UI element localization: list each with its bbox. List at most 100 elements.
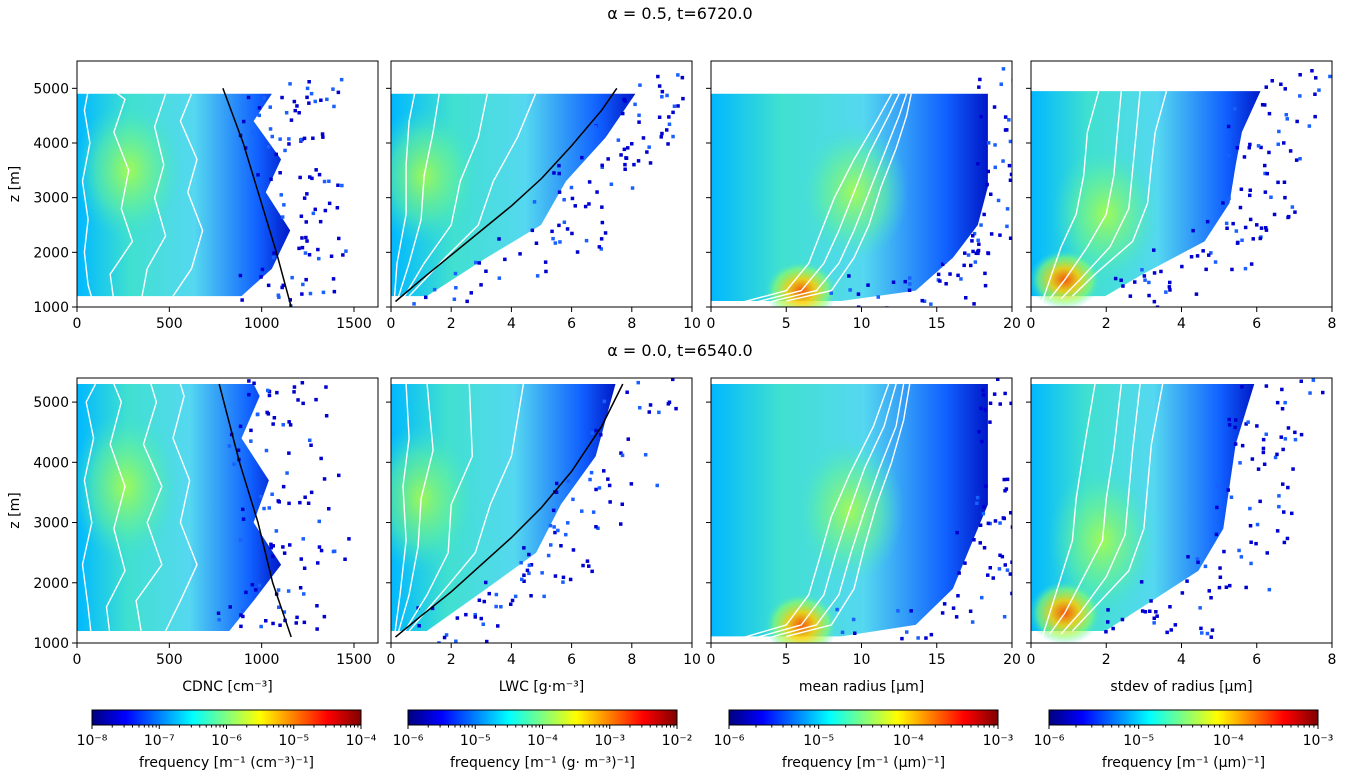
heatmap-cell [992, 392, 997, 396]
heatmap-cell [1272, 212, 1277, 217]
heatmap-cell [1267, 587, 1272, 592]
heatmap-cell [302, 566, 307, 570]
heatmap-cell [957, 571, 961, 575]
heatmap-cell [942, 602, 947, 606]
x-tick-label: 4 [1177, 652, 1186, 668]
heatmap-cell [956, 594, 960, 598]
heatmap-cell [585, 559, 590, 563]
x-tick-label: 5 [782, 652, 791, 668]
heatmap-cell [1189, 255, 1194, 259]
heatmap-cell [1299, 379, 1303, 383]
heatmap-cell [938, 279, 942, 283]
heatmap-cell [1185, 579, 1189, 583]
heatmap-cell [535, 274, 540, 278]
colorbar-tick-label: 10⁻⁴ [346, 733, 377, 749]
heatmap-cell [247, 392, 251, 397]
x-tick-label: 10 [683, 652, 701, 668]
heatmap-cell [581, 563, 585, 568]
heatmap-cell [259, 624, 263, 629]
heatmap-cell [249, 428, 253, 433]
heatmap-cell [1314, 76, 1318, 80]
heatmap-cell [1233, 425, 1237, 430]
heatmap-cell [1167, 285, 1172, 289]
x-tick-label: 10 [853, 316, 871, 332]
y-tick-label: 1000 [33, 636, 69, 652]
heatmap-cell [1139, 580, 1144, 584]
heatmap-cell [1010, 560, 1012, 564]
heatmap-cell [1261, 450, 1266, 455]
percentile-line-c [402, 383, 474, 635]
colorbar-tick-label: 10⁻⁶ [211, 733, 242, 749]
heatmap-cell [553, 241, 558, 245]
heatmap-cell [974, 251, 978, 255]
heatmap-cell [1152, 645, 1156, 649]
heatmap-cell [322, 477, 327, 481]
percentile-line-d [786, 93, 912, 302]
y-tick-label: 2000 [33, 576, 69, 592]
heatmap-cell [1169, 628, 1173, 632]
heatmap-cell [307, 80, 311, 84]
heatmap-cell [324, 414, 329, 418]
heatmap-cell [494, 592, 499, 597]
heatmap-cell [269, 542, 273, 547]
heatmap-cell [1298, 157, 1302, 161]
heatmap-cell [1001, 67, 1006, 71]
x-tick-label: 1500 [336, 652, 372, 668]
heatmap-cell [266, 283, 271, 288]
heatmap-cell [1000, 554, 1005, 559]
heatmap-cell [625, 390, 629, 394]
y-tick-label: 4000 [33, 136, 69, 152]
heatmap-cell [335, 206, 340, 210]
heatmap-cell [1180, 591, 1185, 595]
colorbar-lwc: 10⁻⁶ 10⁻⁵ 10⁻⁴ 10⁻³ 10⁻² frequency [m⁻¹ (g· m… [393, 709, 692, 771]
reference-line [395, 87, 618, 303]
heatmap-cell [972, 302, 976, 306]
heatmap-cell [553, 530, 557, 535]
heatmap-cell [975, 501, 979, 505]
heatmap-cell [1025, 549, 1029, 553]
heatmap-cell [1248, 188, 1252, 192]
heatmap-cell [1165, 630, 1169, 635]
percentile-line-a [740, 93, 893, 304]
heatmap-cell [434, 651, 438, 655]
colorbar-gradient [1048, 709, 1319, 726]
heatmap-cell [993, 519, 998, 523]
heatmap-cell [1017, 393, 1021, 397]
heatmap-cell [474, 260, 478, 265]
heatmap-cell [600, 165, 604, 169]
heatmap-cell [1005, 568, 1010, 572]
heatmap-cell [542, 594, 546, 599]
heatmap-cells [711, 378, 1029, 661]
heatmap-cell [977, 429, 981, 434]
heatmap-cell [269, 545, 273, 550]
heatmap-cell [316, 561, 320, 565]
heatmap-cell [238, 538, 243, 542]
heatmap-cell [602, 399, 607, 404]
heatmap-cell [310, 176, 314, 181]
colorbar-tick-label: 10⁻⁷ [144, 733, 175, 749]
heatmap-cell [1255, 522, 1260, 527]
heatmap-cell [889, 657, 893, 661]
heatmap-cell [1132, 651, 1136, 655]
heatmap-cell [992, 105, 997, 109]
heatmap-cell [1230, 267, 1234, 272]
heatmap-core [391, 424, 476, 573]
heatmap-cell [902, 314, 906, 318]
heatmap-cell [982, 546, 987, 550]
heatmap-cell [503, 257, 507, 262]
heatmap-cell [274, 529, 279, 533]
heatmap-cell [1254, 541, 1258, 546]
heatmap-cell [306, 501, 311, 505]
heatmap-cell [282, 610, 287, 614]
heatmap-cell [630, 142, 634, 146]
heatmap-cell [637, 113, 641, 117]
percentile-line-a [81, 383, 97, 641]
heatmap-cell [257, 106, 262, 110]
heatmap-cell [295, 104, 299, 108]
heatmap-cells [711, 67, 1012, 318]
heatmap-cell [298, 586, 303, 590]
heatmap-cell [312, 368, 316, 372]
heatmap-cell [1317, 88, 1321, 92]
heatmap-cell [339, 77, 344, 82]
heatmap-cell [288, 298, 292, 302]
